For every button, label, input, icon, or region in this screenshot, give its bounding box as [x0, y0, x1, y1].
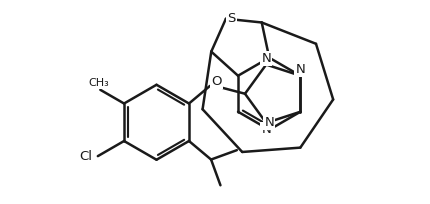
Text: CH₃: CH₃ [88, 78, 109, 88]
Text: S: S [227, 12, 235, 25]
Text: Cl: Cl [79, 150, 92, 163]
Text: N: N [261, 123, 270, 136]
Text: N: N [261, 52, 270, 65]
Text: O: O [211, 75, 221, 88]
Text: N: N [295, 63, 304, 76]
Text: N: N [264, 116, 273, 129]
